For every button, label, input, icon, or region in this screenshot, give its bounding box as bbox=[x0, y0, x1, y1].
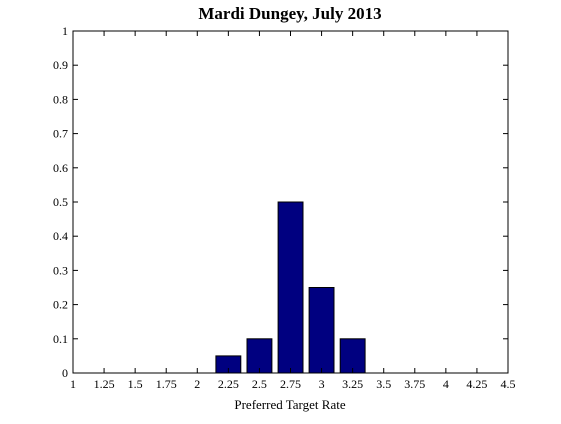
y-tick-label: 1 bbox=[62, 24, 68, 38]
x-tick-label: 4.25 bbox=[466, 377, 487, 391]
y-tick-label: 0.7 bbox=[53, 127, 68, 141]
y-tick-label: 0.8 bbox=[53, 92, 68, 106]
y-tick-label: 0.1 bbox=[53, 332, 68, 346]
x-tick-label: 4 bbox=[443, 377, 449, 391]
y-tick-label: 0.4 bbox=[53, 229, 68, 243]
y-tick-label: 0.5 bbox=[53, 195, 68, 209]
x-tick-label: 3.5 bbox=[376, 377, 391, 391]
bar-3 bbox=[308, 287, 335, 374]
x-tick-label: 2 bbox=[194, 377, 200, 391]
axis-ticks-group bbox=[72, 30, 509, 374]
x-tick-label: 2.25 bbox=[218, 377, 239, 391]
y-tick-label: 0.6 bbox=[53, 161, 68, 175]
bar-3.25 bbox=[339, 338, 366, 374]
x-tick-label: 2.75 bbox=[280, 377, 301, 391]
tick-labels-group: 1 1.25 1.5 1.75 2 2.25 2.5 2.75 3 3.25 3.5 3.75 4 4.2… bbox=[53, 24, 516, 391]
x-tick-label: 3.25 bbox=[342, 377, 363, 391]
bar-2.5 bbox=[246, 338, 273, 374]
x-tick-label: 4.5 bbox=[501, 377, 516, 391]
x-tick-label: 1.25 bbox=[94, 377, 115, 391]
x-tick-label: 3.75 bbox=[404, 377, 425, 391]
y-tick-label: 0 bbox=[62, 366, 68, 380]
x-tick-label: 1.5 bbox=[128, 377, 143, 391]
x-tick-label: 1.75 bbox=[156, 377, 177, 391]
bar-2.75 bbox=[277, 201, 304, 374]
x-tick-label: 3 bbox=[319, 377, 325, 391]
bars-group bbox=[215, 201, 366, 374]
y-tick-label: 0.3 bbox=[53, 263, 68, 277]
y-tick-label: 0.2 bbox=[53, 298, 68, 312]
chart-title: Mardi Dungey, July 2013 bbox=[198, 4, 381, 23]
y-tick-label: 0.9 bbox=[53, 58, 68, 72]
x-axis-label: Preferred Target Rate bbox=[234, 397, 345, 412]
x-tick-label: 1 bbox=[70, 377, 76, 391]
x-tick-label: 2.5 bbox=[252, 377, 267, 391]
